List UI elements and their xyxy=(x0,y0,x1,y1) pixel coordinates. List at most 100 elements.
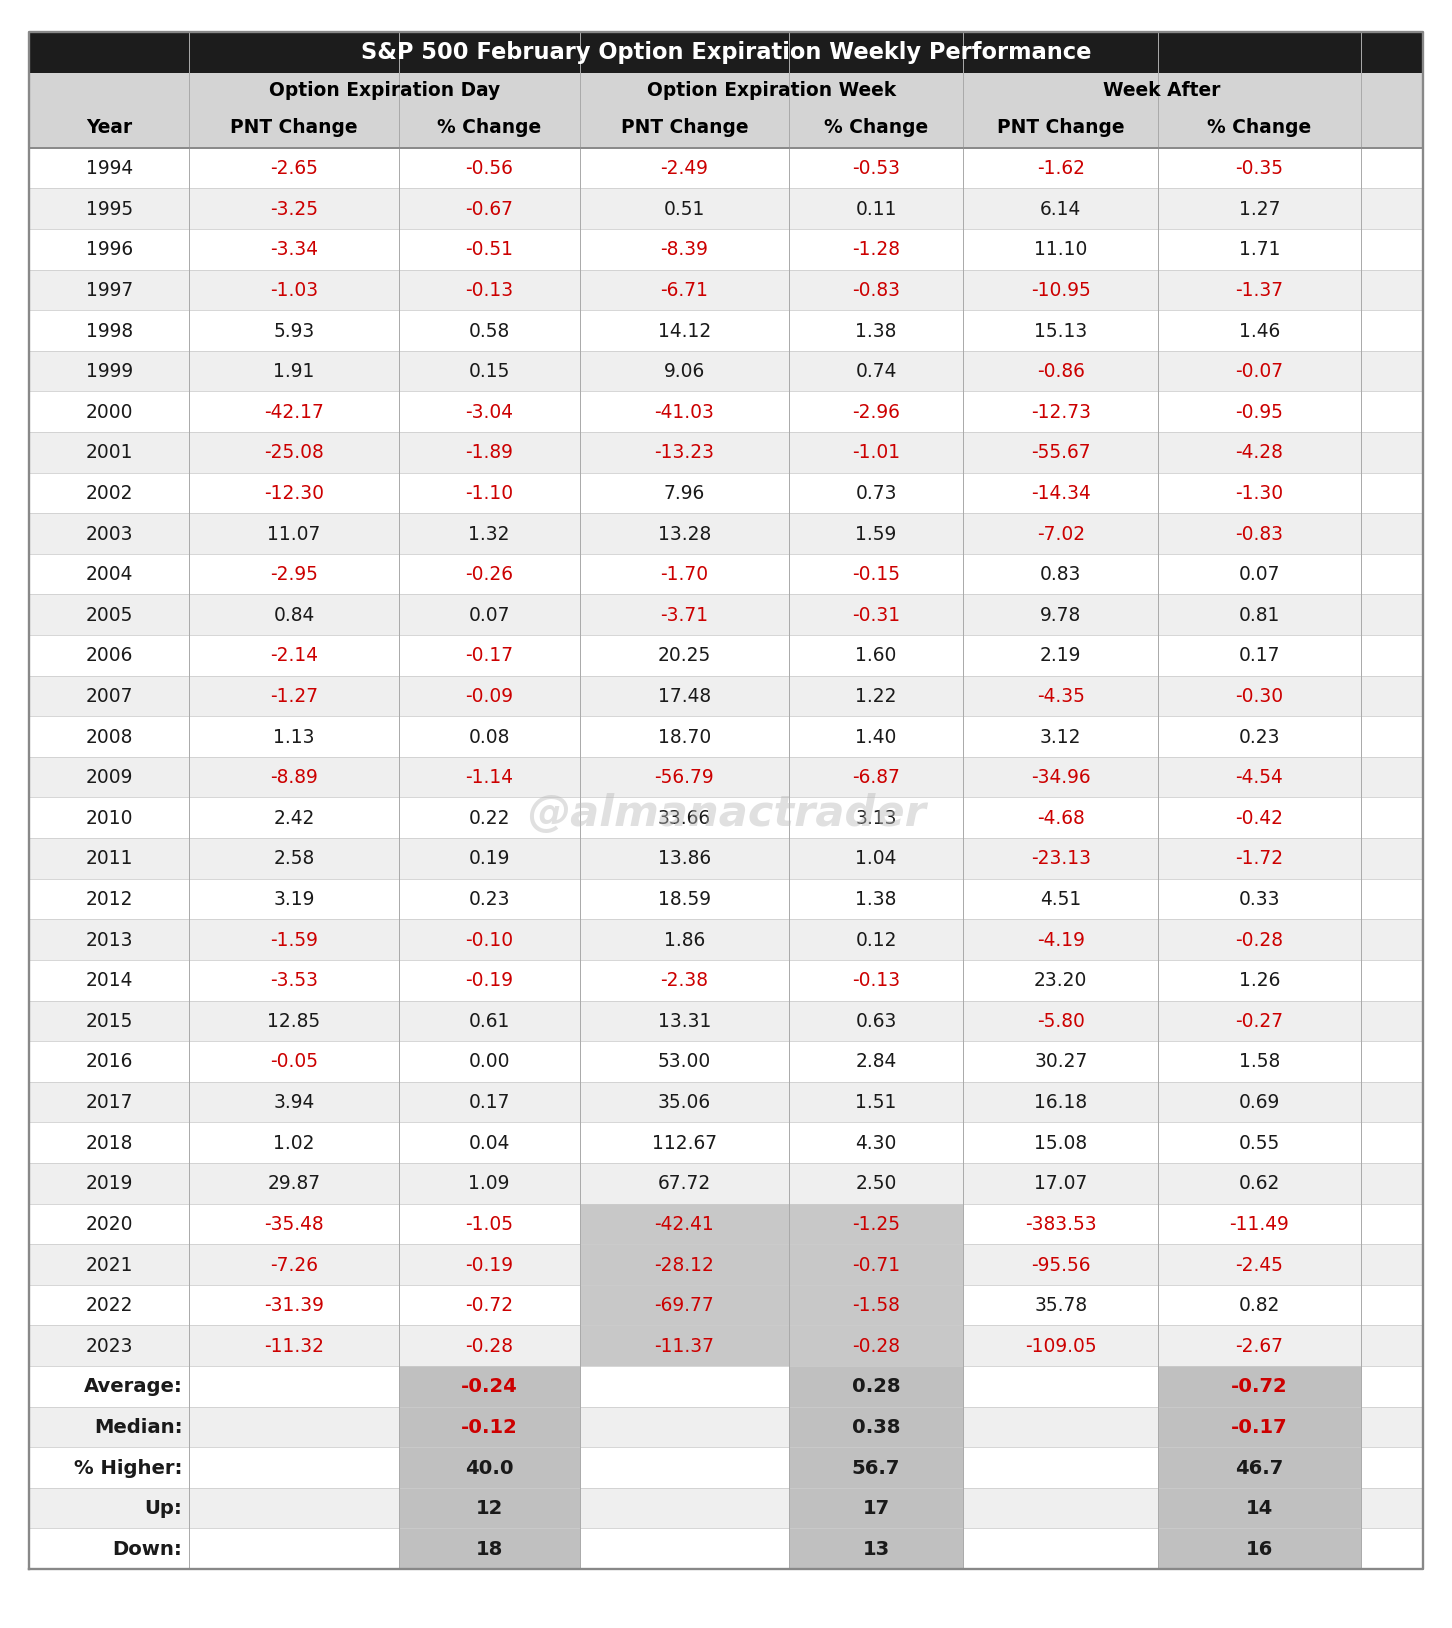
Text: -0.51: -0.51 xyxy=(465,241,513,259)
Text: -0.13: -0.13 xyxy=(465,282,513,300)
Text: @almanactrader: @almanactrader xyxy=(527,793,925,835)
Text: -2.14: -2.14 xyxy=(270,646,318,666)
Bar xyxy=(1159,1407,1361,1447)
Text: -0.17: -0.17 xyxy=(465,646,513,666)
Text: -1.30: -1.30 xyxy=(1236,484,1284,503)
Text: 5.93: 5.93 xyxy=(273,321,315,340)
Text: 29.87: 29.87 xyxy=(267,1174,321,1193)
Text: % Change: % Change xyxy=(1207,119,1311,137)
Text: 13.31: 13.31 xyxy=(658,1011,711,1031)
Text: 2007: 2007 xyxy=(86,687,134,707)
Bar xyxy=(29,433,1423,474)
Bar xyxy=(398,1447,579,1488)
Text: -0.53: -0.53 xyxy=(852,160,900,177)
Text: 0.84: 0.84 xyxy=(273,606,315,625)
Text: -1.25: -1.25 xyxy=(852,1214,900,1234)
Text: 15.13: 15.13 xyxy=(1034,321,1088,340)
Text: -4.19: -4.19 xyxy=(1037,930,1085,949)
Text: -95.56: -95.56 xyxy=(1031,1255,1090,1275)
Text: 2011: 2011 xyxy=(86,850,134,868)
Text: 2009: 2009 xyxy=(86,768,134,786)
Text: -13.23: -13.23 xyxy=(655,443,714,462)
Text: 33.66: 33.66 xyxy=(658,809,710,827)
Text: 0.33: 0.33 xyxy=(1239,891,1279,908)
Text: -12.73: -12.73 xyxy=(1031,402,1090,422)
Bar xyxy=(29,33,1423,73)
Text: -0.15: -0.15 xyxy=(852,565,900,584)
Text: 53.00: 53.00 xyxy=(658,1052,711,1071)
Text: 15.08: 15.08 xyxy=(1034,1133,1088,1153)
Text: S&P 500 February Option Expiration Weekly Performance: S&P 500 February Option Expiration Weekl… xyxy=(362,41,1090,65)
Text: -3.53: -3.53 xyxy=(270,970,318,990)
Text: 1.02: 1.02 xyxy=(273,1133,315,1153)
Text: -0.72: -0.72 xyxy=(465,1296,513,1315)
Text: 1.38: 1.38 xyxy=(855,891,896,908)
Text: 1998: 1998 xyxy=(86,321,132,340)
Text: 7.96: 7.96 xyxy=(664,484,704,503)
Text: -2.96: -2.96 xyxy=(852,402,900,422)
Text: 0.38: 0.38 xyxy=(852,1418,900,1436)
Text: 2021: 2021 xyxy=(86,1255,134,1275)
Bar xyxy=(29,513,1423,554)
Text: 3.94: 3.94 xyxy=(273,1092,315,1112)
Text: -25.08: -25.08 xyxy=(264,443,324,462)
Bar xyxy=(1159,1488,1361,1529)
Text: -0.28: -0.28 xyxy=(1236,930,1284,949)
Text: -1.01: -1.01 xyxy=(852,443,900,462)
Bar xyxy=(29,635,1423,676)
Text: 17.48: 17.48 xyxy=(658,687,710,707)
Text: 1.59: 1.59 xyxy=(855,524,896,544)
Text: 12.85: 12.85 xyxy=(267,1011,321,1031)
Text: -0.56: -0.56 xyxy=(465,160,513,177)
Text: -4.68: -4.68 xyxy=(1037,809,1085,827)
Text: 2005: 2005 xyxy=(86,606,134,625)
Text: 1.26: 1.26 xyxy=(1239,970,1279,990)
Bar xyxy=(29,594,1423,635)
Text: -2.45: -2.45 xyxy=(1236,1255,1284,1275)
Text: -4.54: -4.54 xyxy=(1236,768,1284,786)
Text: -0.28: -0.28 xyxy=(852,1337,900,1354)
Bar xyxy=(788,1488,963,1529)
Text: -1.05: -1.05 xyxy=(465,1214,513,1234)
Bar xyxy=(29,392,1423,433)
Bar xyxy=(398,1366,579,1407)
Bar xyxy=(579,1203,963,1244)
Bar xyxy=(29,1123,1423,1162)
Text: -1.62: -1.62 xyxy=(1037,160,1085,177)
Text: -0.31: -0.31 xyxy=(852,606,900,625)
Text: -23.13: -23.13 xyxy=(1031,850,1090,868)
Text: 12: 12 xyxy=(475,1499,502,1517)
Bar xyxy=(29,798,1423,838)
Text: 0.81: 0.81 xyxy=(1239,606,1279,625)
Text: 0.69: 0.69 xyxy=(1239,1092,1279,1112)
Text: 2016: 2016 xyxy=(86,1052,134,1071)
Text: 0.28: 0.28 xyxy=(851,1377,900,1395)
Text: -0.83: -0.83 xyxy=(1236,524,1284,544)
Text: 13: 13 xyxy=(862,1538,890,1558)
Text: -2.67: -2.67 xyxy=(1236,1337,1284,1354)
Bar xyxy=(788,1366,963,1407)
Text: 4.51: 4.51 xyxy=(1040,891,1082,908)
Text: -2.38: -2.38 xyxy=(661,970,709,990)
Bar xyxy=(788,1407,963,1447)
Text: -383.53: -383.53 xyxy=(1025,1214,1096,1234)
Text: 2006: 2006 xyxy=(86,646,134,666)
Bar xyxy=(788,1447,963,1488)
Text: 3.19: 3.19 xyxy=(273,891,315,908)
Text: 1.86: 1.86 xyxy=(664,930,704,949)
Text: 1994: 1994 xyxy=(86,160,132,177)
Text: PNT Change: PNT Change xyxy=(231,119,357,137)
Text: 14: 14 xyxy=(1246,1499,1273,1517)
Text: 0.23: 0.23 xyxy=(1239,728,1279,746)
Text: 2013: 2013 xyxy=(86,930,134,949)
Text: 0.74: 0.74 xyxy=(855,361,896,381)
Text: -0.83: -0.83 xyxy=(852,282,900,300)
Text: -0.27: -0.27 xyxy=(1236,1011,1284,1031)
Bar xyxy=(29,1284,1423,1325)
Text: 16: 16 xyxy=(1246,1538,1273,1558)
Text: -0.07: -0.07 xyxy=(1236,361,1284,381)
Text: -31.39: -31.39 xyxy=(264,1296,324,1315)
Text: 2002: 2002 xyxy=(86,484,134,503)
Text: 2014: 2014 xyxy=(86,970,134,990)
Text: -0.17: -0.17 xyxy=(1231,1418,1288,1436)
